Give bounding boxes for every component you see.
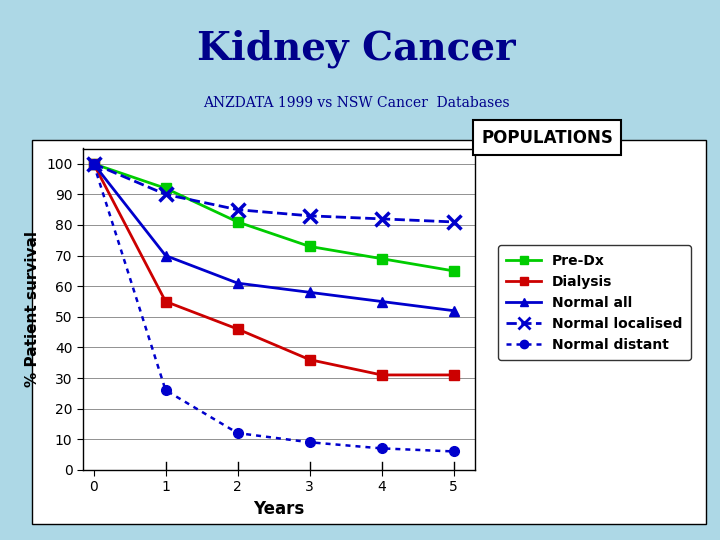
Y-axis label: % Patient survival: % Patient survival: [25, 231, 40, 387]
Text: POPULATIONS: POPULATIONS: [481, 129, 613, 147]
Legend: Pre-Dx, Dialysis, Normal all, Normal localised, Normal distant: Pre-Dx, Dialysis, Normal all, Normal loc…: [498, 245, 690, 360]
Text: ANZDATA 1999 vs NSW Cancer  Databases: ANZDATA 1999 vs NSW Cancer Databases: [203, 97, 510, 110]
Text: Kidney Cancer: Kidney Cancer: [197, 30, 516, 68]
X-axis label: Years: Years: [253, 500, 305, 518]
